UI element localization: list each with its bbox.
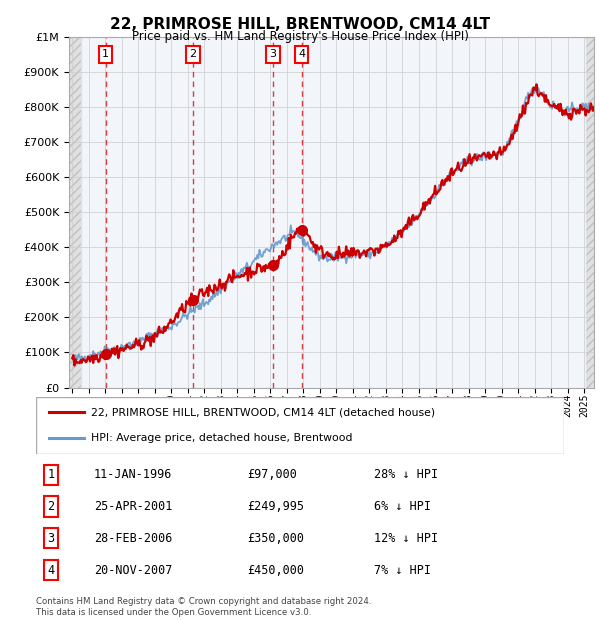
- Text: 22, PRIMROSE HILL, BRENTWOOD, CM14 4LT (detached house): 22, PRIMROSE HILL, BRENTWOOD, CM14 4LT (…: [91, 407, 436, 417]
- Text: 12% ↓ HPI: 12% ↓ HPI: [374, 532, 438, 545]
- Bar: [80, 37, 586, 387]
- Text: 20-NOV-2007: 20-NOV-2007: [94, 564, 172, 577]
- Text: 1: 1: [103, 50, 109, 60]
- Text: HPI: Average price, detached house, Brentwood: HPI: Average price, detached house, Bren…: [91, 433, 353, 443]
- Text: 22, PRIMROSE HILL, BRENTWOOD, CM14 4LT: 22, PRIMROSE HILL, BRENTWOOD, CM14 4LT: [110, 17, 490, 32]
- Text: 3: 3: [47, 532, 55, 545]
- Text: 28% ↓ HPI: 28% ↓ HPI: [374, 468, 438, 481]
- Text: £350,000: £350,000: [247, 532, 304, 545]
- Text: 25-APR-2001: 25-APR-2001: [94, 500, 172, 513]
- Text: 3: 3: [269, 50, 277, 60]
- Text: 28-FEB-2006: 28-FEB-2006: [94, 532, 172, 545]
- Text: 6% ↓ HPI: 6% ↓ HPI: [374, 500, 431, 513]
- Bar: [69, 37, 80, 387]
- Text: £450,000: £450,000: [247, 564, 304, 577]
- Text: 2: 2: [190, 50, 197, 60]
- Text: 11-JAN-1996: 11-JAN-1996: [94, 468, 172, 481]
- Text: 4: 4: [298, 50, 305, 60]
- Bar: [586, 37, 594, 387]
- Bar: [69, 37, 80, 387]
- Bar: [586, 37, 594, 387]
- Text: £249,995: £249,995: [247, 500, 304, 513]
- Text: 2: 2: [47, 500, 55, 513]
- Text: 7% ↓ HPI: 7% ↓ HPI: [374, 564, 431, 577]
- Text: Price paid vs. HM Land Registry's House Price Index (HPI): Price paid vs. HM Land Registry's House …: [131, 30, 469, 43]
- Text: £97,000: £97,000: [247, 468, 297, 481]
- Text: Contains HM Land Registry data © Crown copyright and database right 2024.
This d: Contains HM Land Registry data © Crown c…: [36, 598, 371, 617]
- Text: 1: 1: [47, 468, 55, 481]
- FancyBboxPatch shape: [36, 397, 564, 454]
- Text: 4: 4: [47, 564, 55, 577]
